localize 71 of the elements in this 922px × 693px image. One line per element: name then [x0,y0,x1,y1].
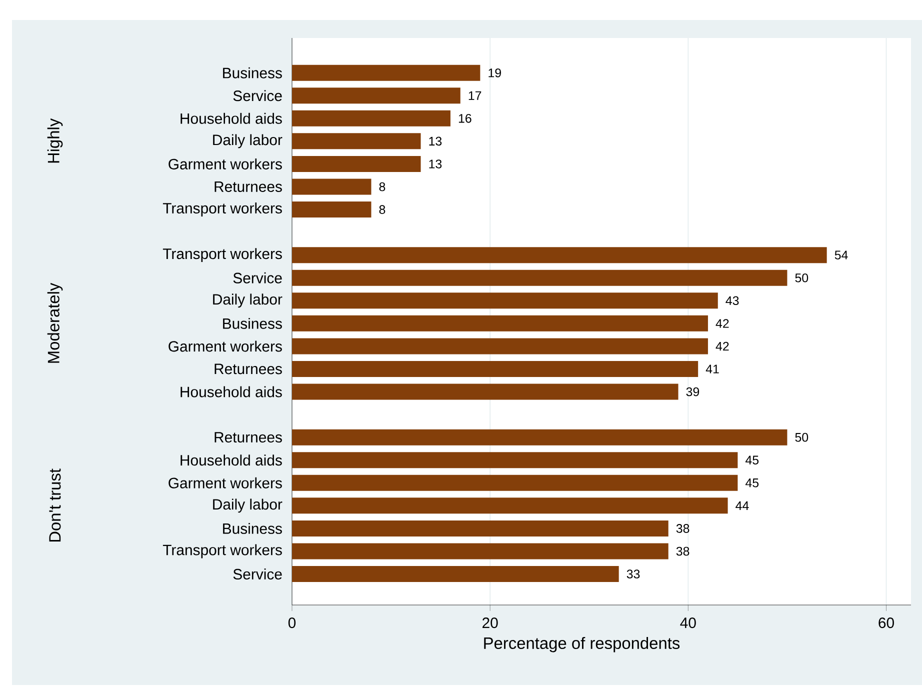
bar [292,110,450,126]
y-tick-label: Household aids [180,454,282,466]
bar [292,520,668,536]
y-tick-label: Service [233,272,282,284]
bar [292,384,678,400]
bar [292,292,718,309]
y-tick-label: Business [223,522,282,534]
bar [292,270,788,286]
x-tick-label: 20 [482,618,498,628]
y-tick-label: Daily labor [213,134,282,148]
y-tick-label: Household aids [180,112,282,124]
data-label: 8 [379,205,386,214]
y-tick-label: Service [233,568,282,580]
data-label: 45 [745,456,759,464]
data-label: 17 [468,91,482,100]
x-tick-label: 60 [878,618,894,628]
y-tick-label: Garment workers [168,340,282,352]
data-label: 38 [676,524,690,533]
bar [292,566,619,582]
y-tick-label: Returnees [214,364,282,374]
y-tick-label: Garment workers [168,477,282,488]
y-tick-label: Returnees [214,182,282,192]
y-tick-label: Daily labor [213,294,282,308]
bar [292,360,698,377]
y-tick-label: Transport workers [162,202,282,216]
data-label: 39 [686,387,700,396]
bar [292,338,708,354]
bar [292,156,421,172]
bar [292,543,668,560]
bar [292,88,460,104]
text: Moderately [47,282,63,363]
data-label: 13 [429,136,442,146]
bar [292,452,738,468]
x-tick-label: 40 [680,618,696,628]
bar [292,202,372,218]
data-label: 38 [676,546,690,556]
data-label: 54 [834,250,848,260]
data-label: 19 [488,68,501,78]
text: Don't trust [49,468,61,542]
bar [292,133,421,150]
bar [292,429,788,446]
x-tick-label: 0 [288,618,296,628]
y-tick-label: Service [233,90,282,102]
data-label: 16 [458,114,472,123]
text: Highly [47,118,63,163]
bar [292,247,827,264]
data-label: 33 [626,570,640,578]
data-label: 44 [736,501,749,510]
y-tick-label: Garment workers [168,158,282,170]
data-label: 41 [706,364,719,374]
y-tick-label: Transport workers [162,544,282,558]
data-label: 45 [745,478,759,488]
bar [292,474,738,491]
y-tick-label: Business [223,318,282,329]
bar [292,315,708,332]
data-label: 50 [795,273,808,282]
data-label: 50 [795,432,808,442]
y-tick-label: Transport workers [162,248,282,262]
y-tick-label: Returnees [214,432,282,443]
bar [292,498,728,514]
x-axis-title: Percentage of respondents [484,636,680,652]
y-tick-label: Daily labor [213,498,282,513]
bar [292,64,480,81]
data-label: 42 [716,342,729,351]
data-label: 43 [726,296,739,306]
y-tick-label: Household aids [180,386,282,398]
data-label: 8 [379,182,386,192]
data-label: 42 [716,319,729,328]
data-label: 13 [429,160,442,168]
bar [292,178,372,195]
y-tick-label: Business [223,67,282,78]
